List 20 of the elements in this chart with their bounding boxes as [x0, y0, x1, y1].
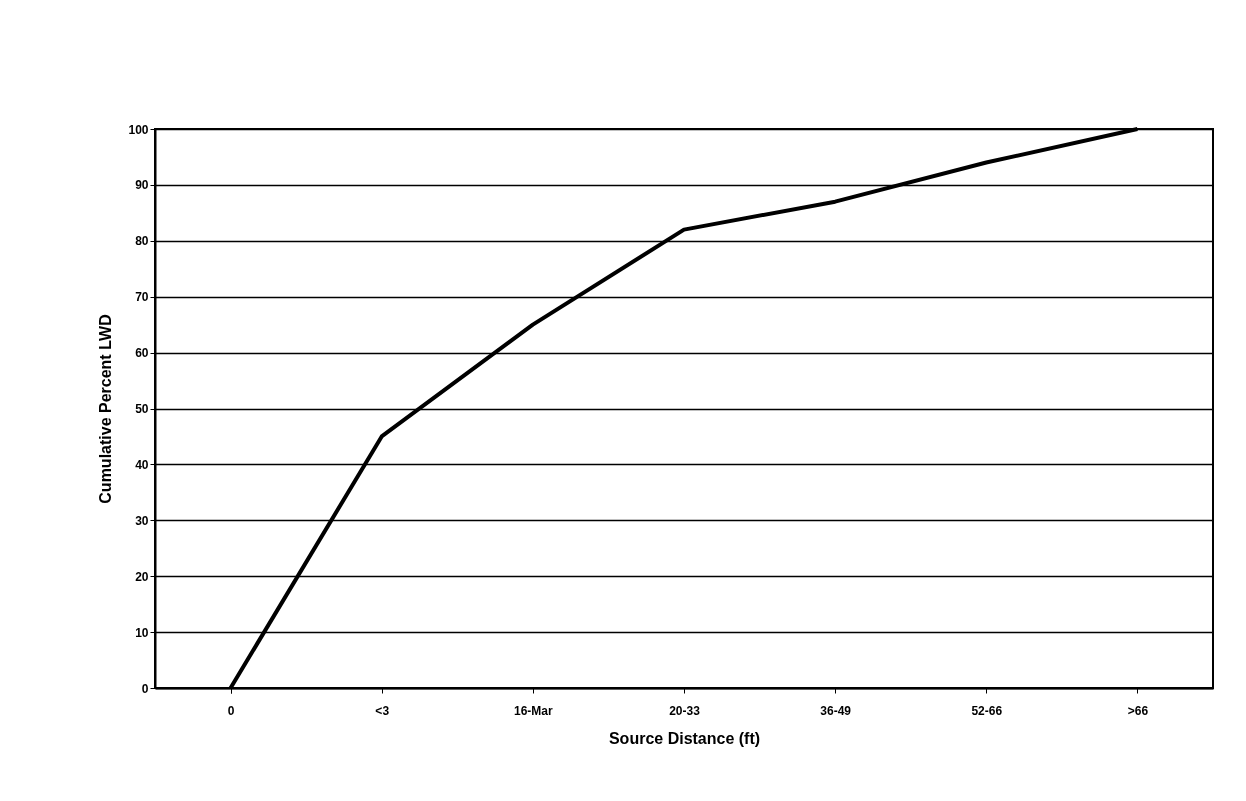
y-axis-title: Cumulative Percent LWD — [97, 314, 115, 504]
y-tick-label: 60 — [135, 346, 149, 361]
y-tick-label: 10 — [135, 625, 149, 640]
y-tick-label: 100 — [128, 122, 149, 137]
y-tick-label: 70 — [135, 290, 149, 305]
y-tick-label: 80 — [135, 234, 149, 249]
y-tick-label: 0 — [141, 681, 149, 696]
y-tick-label: 50 — [135, 402, 149, 416]
y-tick-label: 20 — [135, 569, 149, 584]
x-tick-label: 52-66 — [971, 703, 1003, 718]
y-tick-label: 40 — [135, 457, 149, 472]
x-tick-label: 16-Mar — [514, 703, 554, 718]
y-tick-label: 30 — [135, 513, 149, 528]
y-tick-label: 90 — [135, 178, 149, 193]
x-tick-label: <3 — [375, 703, 390, 718]
x-tick-label: 20-33 — [669, 703, 701, 718]
x-tick-label: 36-49 — [820, 703, 852, 718]
x-axis-title: Source Distance (ft) — [608, 729, 761, 747]
x-tick-label: 0 — [227, 703, 235, 718]
x-tick-label: >66 — [1127, 703, 1149, 718]
